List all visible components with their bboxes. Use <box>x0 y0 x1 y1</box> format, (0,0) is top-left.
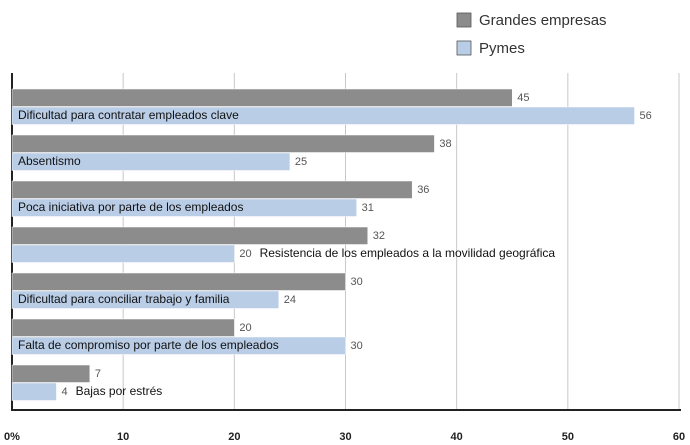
bar <box>11 88 513 107</box>
bar <box>11 364 91 383</box>
value-label: 20 <box>239 322 251 334</box>
bar <box>11 318 235 337</box>
x-tick-label: 60 <box>673 431 685 443</box>
category-label: Dificultad para conciliar trabajo y fami… <box>18 292 230 306</box>
legend-label: Pymes <box>479 40 525 57</box>
value-label: 30 <box>351 340 363 352</box>
x-tick-label: 10 <box>117 431 129 443</box>
category-label: Falta de compromiso por parte de los emp… <box>18 338 279 352</box>
bar <box>11 106 635 125</box>
bar <box>11 244 235 263</box>
x-tick-label: 0% <box>4 431 20 443</box>
legend-label: Grandes empresas <box>479 12 607 29</box>
category-label: Resistencia de los empleados a la movili… <box>260 246 556 260</box>
value-label: 45 <box>517 92 529 104</box>
bar <box>11 272 346 291</box>
category-label: Poca iniciativa por parte de los emplead… <box>18 200 243 214</box>
value-label: 7 <box>95 368 101 380</box>
x-tick-label: 50 <box>562 431 574 443</box>
legend-swatch <box>456 12 472 28</box>
category-label: Dificultad para contratar empleados clav… <box>18 108 239 122</box>
legend-swatch <box>456 40 472 56</box>
value-label: 56 <box>640 110 652 122</box>
category-label: Absentismo <box>18 154 81 168</box>
bar <box>11 152 291 171</box>
value-label: 30 <box>351 276 363 288</box>
bar <box>11 134 435 153</box>
value-label: 32 <box>373 230 385 242</box>
category-label: Bajas por estrés <box>76 384 163 398</box>
bar <box>11 226 368 245</box>
value-label: 31 <box>362 202 374 214</box>
value-label: 24 <box>284 294 296 306</box>
value-label: 20 <box>239 248 251 260</box>
value-label: 25 <box>295 156 307 168</box>
bar <box>11 336 346 355</box>
bar <box>11 180 413 199</box>
value-label: 36 <box>417 184 429 196</box>
x-tick-label: 20 <box>228 431 240 443</box>
bar <box>11 382 57 401</box>
bar <box>11 198 357 217</box>
bar <box>11 290 280 309</box>
value-label: 38 <box>439 138 451 150</box>
x-tick-label: 40 <box>451 431 463 443</box>
value-label: 4 <box>61 386 67 398</box>
x-tick-label: 30 <box>339 431 351 443</box>
